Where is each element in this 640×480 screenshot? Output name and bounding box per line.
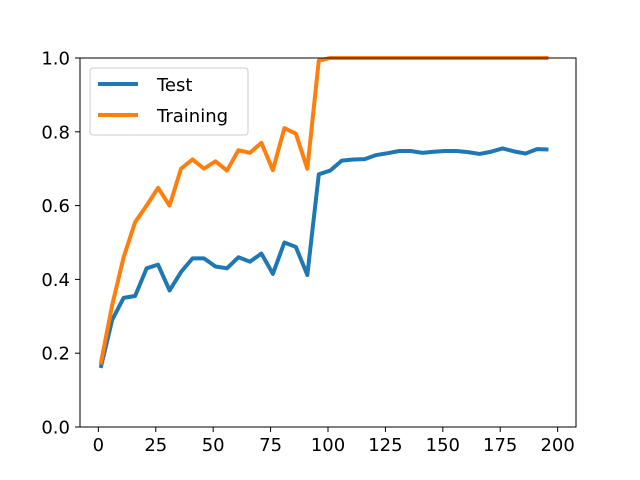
legend-label-test: Test <box>156 75 192 96</box>
y-tick-label: 0.2 <box>41 344 70 365</box>
x-tick-label: 75 <box>259 435 282 456</box>
x-tick-label: 150 <box>426 435 460 456</box>
x-tick-label: 200 <box>540 435 574 456</box>
y-tick-label: 0.4 <box>41 270 70 291</box>
legend: Test Training <box>89 67 249 136</box>
x-tick-label: 0 <box>93 435 104 456</box>
y-tick-label: 0.0 <box>41 418 70 439</box>
y-tick-label: 0.8 <box>41 122 70 143</box>
y-tick-label: 1.0 <box>41 49 70 70</box>
y-tick-label: 0.6 <box>41 196 70 217</box>
x-tick-label: 125 <box>368 435 402 456</box>
x-tick-label: 100 <box>311 435 345 456</box>
y-axis: 0.0 0.2 0.4 0.6 0.8 1.0 <box>41 49 80 439</box>
series-line-test <box>98 146 549 369</box>
legend-label-training: Training <box>156 106 228 127</box>
x-axis: 0 25 50 75 100 125 150 175 200 <box>93 427 575 456</box>
x-tick-label: 175 <box>483 435 517 456</box>
x-tick-label: 25 <box>144 435 167 456</box>
x-tick-label: 50 <box>202 435 225 456</box>
